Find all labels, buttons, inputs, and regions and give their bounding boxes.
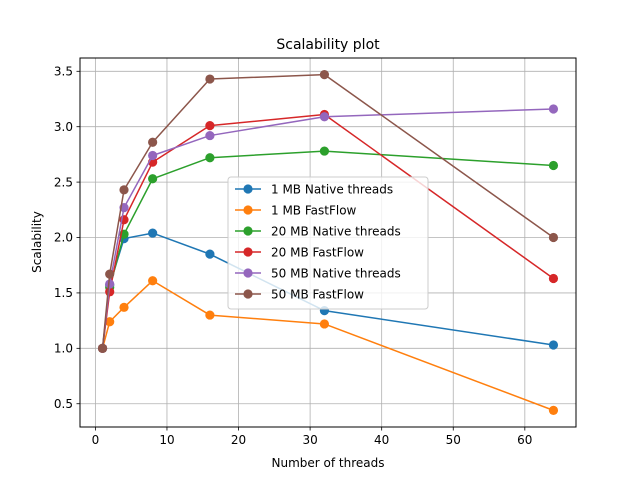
data-point (205, 153, 215, 163)
data-point (548, 405, 559, 415)
data-point (548, 232, 559, 243)
data-point (319, 70, 330, 80)
x-tick-label: 40 (374, 433, 389, 447)
x-tick-label: 30 (302, 433, 317, 447)
data-point (205, 120, 215, 131)
series-5 (97, 104, 559, 353)
data-point (319, 319, 330, 329)
legend: 1 MB Native threads 1 MB FastFlow 20 MB Na… (227, 176, 429, 310)
data-point (205, 310, 215, 320)
y-axis: 0.5 1.0 1.5 2.0 2.5 3.0 3.5 (54, 64, 80, 411)
legend-label: 50 MB Native threads (271, 266, 401, 280)
legend-label: 1 MB Native threads (271, 182, 393, 196)
data-point (548, 104, 559, 114)
data-point (148, 137, 158, 147)
data-point (205, 249, 215, 259)
data-point (105, 269, 115, 279)
legend-box (227, 176, 429, 310)
legend-label: 1 MB FastFlow (271, 203, 357, 217)
legend-marker (243, 226, 253, 236)
legend-marker (243, 289, 253, 299)
x-tick-label: 60 (517, 433, 532, 447)
x-tick-label: 10 (159, 433, 174, 447)
y-tick-label: 0.5 (54, 397, 73, 411)
legend-marker (243, 247, 253, 257)
x-tick-label: 0 (92, 433, 100, 447)
series-6 (97, 70, 559, 353)
x-tick-label: 20 (231, 433, 246, 447)
data-point (105, 279, 115, 289)
legend-label: 20 MB FastFlow (271, 245, 364, 259)
data-point (119, 185, 129, 195)
legend-marker (243, 268, 253, 278)
y-axis-label: Scalability (30, 211, 44, 273)
x-axis-label: Number of threads (272, 456, 385, 470)
data-point (148, 228, 158, 238)
legend-label: 20 MB Native threads (271, 224, 401, 238)
y-tick-label: 2.5 (54, 175, 73, 189)
legend-entry: 20 MB Native threads (235, 224, 401, 238)
plot-frame (79, 57, 577, 428)
data-point (205, 74, 215, 84)
legend-entry: 50 MB FastFlow (235, 287, 364, 301)
series-layer (97, 70, 559, 415)
legend-entry: 1 MB Native threads (235, 182, 393, 196)
data-point (548, 273, 559, 284)
legend-marker (243, 205, 253, 215)
y-tick-label: 1.0 (54, 342, 73, 356)
data-point (148, 276, 158, 286)
legend-entry: 50 MB Native threads (235, 266, 401, 280)
x-axis: 0 10 20 30 40 50 60 (92, 427, 532, 447)
data-point (205, 130, 215, 141)
data-point (119, 302, 129, 312)
data-point (319, 112, 330, 122)
data-point (97, 343, 108, 353)
legend-entry: 1 MB FastFlow (235, 203, 357, 217)
legend-label: 50 MB FastFlow (271, 287, 364, 301)
data-point (148, 150, 158, 161)
y-tick-label: 2.0 (54, 231, 73, 245)
legend-entry: 20 MB FastFlow (235, 245, 364, 259)
chart-title: Scalability plot (276, 37, 380, 53)
y-tick-label: 1.5 (54, 286, 73, 300)
legend-marker (243, 184, 253, 194)
data-point (148, 174, 158, 184)
data-point (548, 340, 559, 350)
x-tick-label: 50 (446, 433, 461, 447)
data-point (105, 317, 115, 327)
data-point (319, 146, 330, 156)
data-point (548, 160, 559, 171)
y-tick-label: 3.5 (54, 64, 73, 78)
y-tick-label: 3.0 (54, 120, 73, 134)
